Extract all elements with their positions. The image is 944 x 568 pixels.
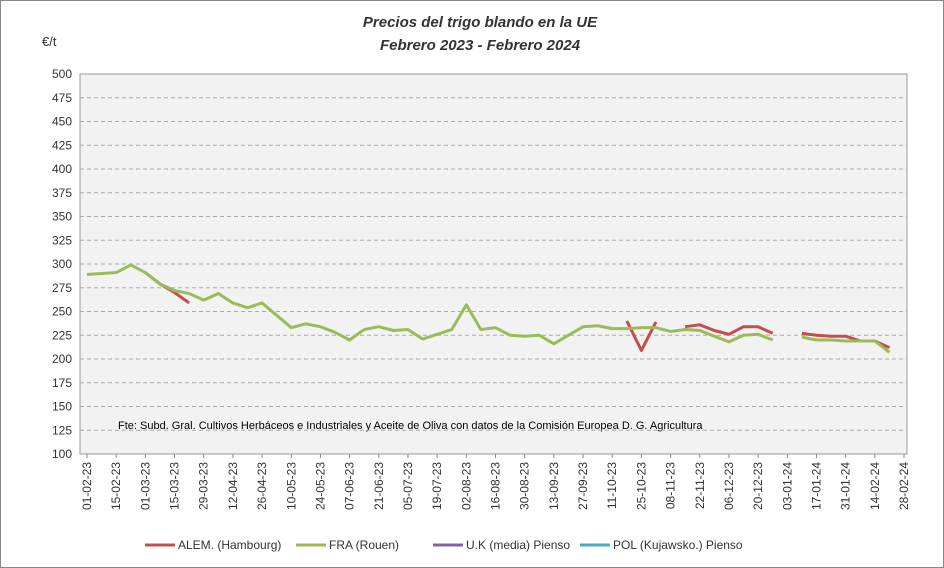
x-tick-label: 03-01-24 [780, 462, 794, 510]
x-tick-label: 25-10-23 [634, 462, 648, 510]
y-tick-label: 275 [52, 281, 72, 295]
y-tick-label: 250 [52, 305, 72, 319]
y-tick-label: 475 [52, 91, 72, 105]
y-tick-label: 325 [52, 233, 72, 247]
y-tick-label: 375 [52, 186, 72, 200]
x-tick-label: 29-03-23 [197, 462, 211, 510]
x-tick-label: 17-01-24 [809, 462, 823, 510]
x-tick-label: 28-02-24 [897, 462, 911, 510]
x-tick-label: 26-04-23 [255, 462, 269, 510]
x-tick-label: 12-04-23 [226, 462, 240, 510]
x-tick-label: 19-07-23 [430, 462, 444, 510]
series-line [801, 335, 891, 354]
chart-title: Precios del trigo blando en la UE [363, 14, 598, 31]
y-tick-label: 425 [52, 138, 72, 152]
series-line [625, 320, 658, 352]
x-tick-label: 02-08-23 [459, 462, 473, 510]
legend-label: ALEM. (Hambourg) [178, 538, 281, 552]
series-line [86, 263, 774, 346]
x-tick-label: 10-05-23 [284, 462, 298, 510]
legend-label: POL (Kujawsko.) Pienso [613, 538, 743, 552]
legend-label: U.K (media) Pienso [466, 538, 570, 552]
x-tick-label: 15-03-23 [168, 462, 182, 510]
y-tick-label: 350 [52, 210, 72, 224]
chart-subtitle: Febrero 2023 - Febrero 2024 [380, 37, 581, 54]
legend-label: FRA (Rouen) [329, 538, 399, 552]
x-tick-label: 16-08-23 [489, 462, 503, 510]
y-axis-label: €/t [42, 34, 57, 49]
x-tick-label: 13-09-23 [547, 462, 561, 510]
x-tick-label: 01-03-23 [138, 462, 152, 510]
y-tick-label: 500 [52, 67, 72, 81]
x-tick-label: 15-02-23 [109, 462, 123, 510]
x-tick-label: 07-06-23 [343, 462, 357, 510]
x-tick-label: 24-05-23 [313, 462, 327, 510]
x-tick-label: 20-12-23 [751, 462, 765, 510]
y-tick-label: 450 [52, 115, 72, 129]
x-tick-label: 06-12-23 [722, 462, 736, 510]
x-tick-label: 30-08-23 [518, 462, 532, 510]
x-tick-label: 05-07-23 [401, 462, 415, 510]
x-tick-label: 11-10-23 [605, 462, 619, 509]
y-tick-label: 225 [52, 328, 72, 342]
y-tick-label: 400 [52, 162, 72, 176]
y-tick-label: 150 [52, 400, 72, 414]
x-tick-label: 31-01-24 [839, 462, 853, 510]
y-tick-label: 100 [52, 447, 72, 461]
x-tick-label: 14-02-24 [868, 462, 882, 510]
annotation: Fte: Subd. Gral. Cultivos Herbáceos e In… [118, 420, 703, 432]
x-tick-label: 22-11-23 [693, 462, 707, 509]
y-tick-label: 200 [52, 352, 72, 366]
x-tick-label: 27-09-23 [576, 462, 590, 510]
series-line [684, 323, 774, 336]
x-tick-label: 21-06-23 [372, 462, 386, 510]
x-tick-label: 08-11-23 [664, 462, 678, 509]
y-tick-label: 175 [52, 376, 72, 390]
y-tick-label: 300 [52, 257, 72, 271]
y-tick-label: 125 [52, 423, 72, 437]
x-tick-label: 01-02-23 [80, 462, 94, 510]
